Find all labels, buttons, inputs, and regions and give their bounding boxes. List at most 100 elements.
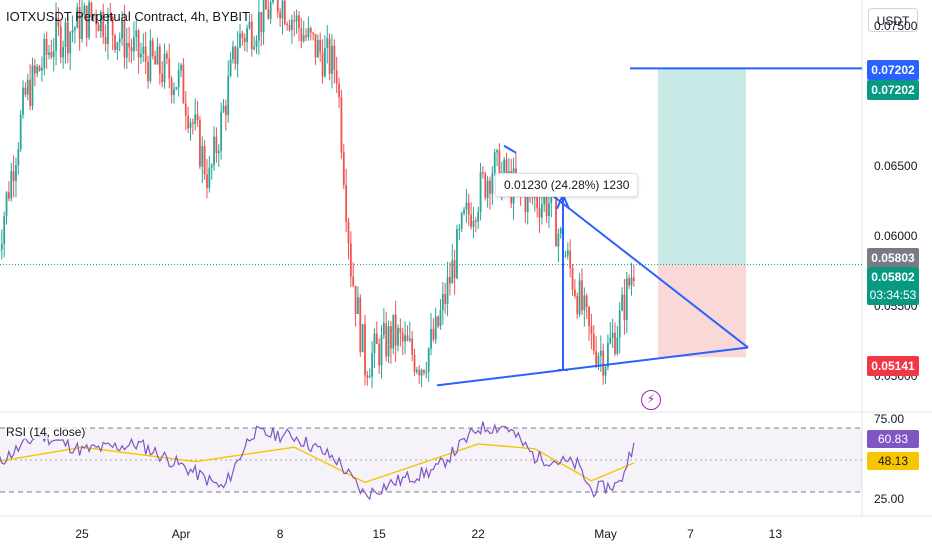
candle-body: [590, 325, 593, 334]
candle-body: [607, 343, 609, 368]
candle-body: [180, 64, 182, 71]
candle-body: [316, 39, 319, 58]
symbol-title: IOTXUSDT Perpetual Contract, 4h, BYBIT: [6, 9, 250, 24]
candle-body: [326, 38, 329, 48]
time-tick-label: Apr: [171, 527, 191, 541]
candle-body: [359, 297, 362, 352]
candle-body: [76, 7, 79, 29]
candle-body: [175, 87, 178, 90]
candle-body: [140, 53, 142, 58]
candle-body: [194, 114, 197, 124]
candle-body: [260, 11, 263, 33]
candle-body: [83, 5, 86, 15]
candle-body: [399, 327, 402, 333]
candle-body: [147, 61, 149, 81]
candle-body: [302, 35, 305, 42]
candle-body: [406, 335, 409, 341]
target-price-tag-top: 0.07202: [867, 60, 919, 80]
candle-body: [272, 0, 274, 3]
time-tick-label: 22: [471, 527, 485, 541]
candle-body: [168, 58, 171, 79]
candle-body: [496, 150, 498, 153]
candle-body: [166, 53, 168, 59]
candle-body: [592, 333, 595, 351]
target-zone[interactable]: [658, 68, 746, 265]
currency-button[interactable]: USDT: [868, 8, 918, 32]
candle-body: [390, 326, 392, 349]
candle-body: [288, 25, 291, 30]
candle-body: [163, 53, 166, 83]
candle-body: [3, 216, 6, 245]
candle-body: [352, 276, 355, 286]
candle-body: [493, 152, 496, 174]
candle-body: [246, 28, 248, 43]
candle-body: [397, 327, 399, 346]
candle-body: [335, 70, 338, 84]
candle-body: [437, 316, 440, 327]
candle-body: [382, 323, 385, 336]
candle-body: [36, 66, 39, 74]
candle-body: [411, 338, 414, 355]
candle-body: [170, 78, 173, 96]
candle-body: [357, 297, 359, 314]
candle-body: [583, 295, 586, 311]
candle-body: [50, 52, 53, 58]
candle-body: [375, 333, 378, 344]
measure-tool-label[interactable]: 0.01230 (24.28%) 1230: [495, 173, 639, 197]
candle-body: [555, 195, 557, 247]
candle-body: [43, 38, 46, 68]
candle-body: [57, 18, 60, 27]
candle-body: [229, 59, 232, 76]
candle-body: [236, 47, 239, 64]
rsi-label[interactable]: RSI (14, close): [6, 425, 86, 439]
candle-body: [156, 46, 159, 65]
candle-body: [5, 192, 8, 217]
candle-body: [623, 294, 626, 321]
candle-body: [632, 277, 635, 282]
candle-body: [569, 250, 572, 269]
candle-body: [425, 371, 428, 373]
candle-body: [503, 159, 506, 173]
support-trendline[interactable]: [436, 346, 749, 387]
candle-body: [232, 46, 234, 60]
candle-body: [257, 11, 260, 41]
lightning-icon[interactable]: ⚡︎: [641, 390, 661, 410]
candle-body: [498, 150, 501, 194]
candle-body: [394, 314, 397, 346]
candle-body: [621, 294, 623, 311]
time-tick-label: 8: [276, 527, 284, 541]
candle-body: [114, 35, 116, 51]
candle-body: [602, 350, 605, 376]
candle-body: [279, 12, 281, 19]
candle-body: [17, 149, 20, 166]
candle-body: [78, 7, 81, 40]
candle-body: [328, 38, 331, 74]
candle-body: [0, 244, 3, 250]
candle-body: [269, 2, 272, 19]
candle-body: [109, 13, 112, 17]
resistance-trendline[interactable]: [547, 191, 749, 349]
candle-body: [597, 355, 600, 365]
candle-body: [540, 204, 543, 218]
candle-body: [557, 233, 560, 247]
candle-body: [470, 214, 473, 227]
candle-body: [55, 18, 57, 51]
candle-body: [413, 354, 416, 372]
candle-body: [482, 172, 484, 174]
candle-body: [132, 37, 135, 52]
candle-body: [361, 324, 364, 352]
candle-body: [611, 332, 614, 338]
candle-body: [300, 28, 303, 42]
candle-body: [104, 37, 107, 44]
candle-body: [26, 79, 29, 95]
price-tick-label: 0.07500: [874, 18, 918, 33]
candle-body: [295, 15, 298, 22]
candle-body: [465, 202, 468, 210]
candle-body: [449, 276, 451, 284]
candle-body: [31, 65, 34, 107]
candle-body: [472, 220, 475, 227]
candle-body: [458, 228, 461, 230]
candle-body: [576, 296, 579, 315]
candle-body: [22, 87, 24, 115]
